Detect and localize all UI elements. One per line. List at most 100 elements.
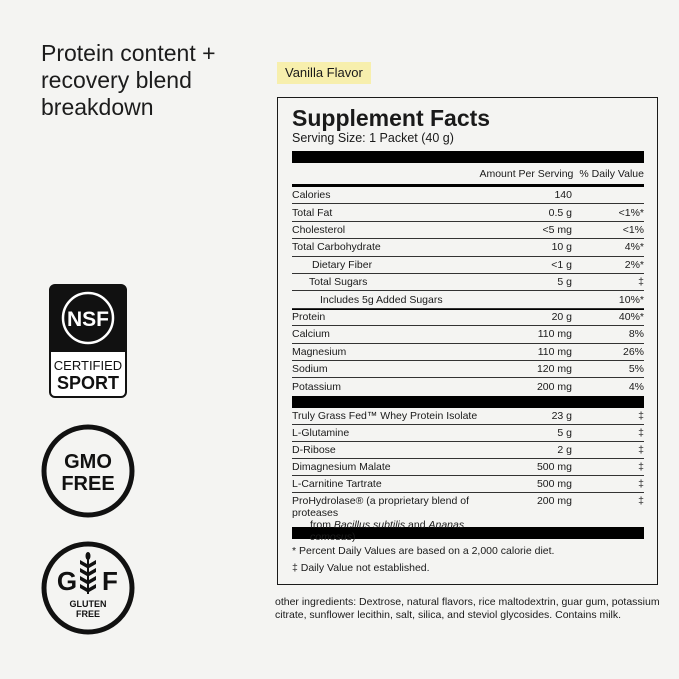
ingredient-name: Dimagnesium Malate [292,460,391,473]
ingredient-row: D-Ribose 2 g ‡ [292,442,644,459]
ingredient-row: ProHydrolase® (a proprietary blend of pr… [292,493,644,543]
nutrient-name: Calories [292,189,331,202]
ingredient-amount: 500 mg [536,460,572,473]
nutrient-dv: 5% [628,363,644,376]
gluten-free-badge: G F GLUTEN FREE [41,541,135,635]
nutrient-name: Total Fat [292,206,333,219]
nutrient-name: Magnesium [292,345,347,358]
source-species: Bacillus subtilis [333,518,406,531]
nsf-certified-sport-badge: NSF CERTIFIED SPORT [49,284,127,398]
nutrient-name: Total Carbohydrate [292,241,381,254]
gmo-text: GMO [64,451,112,473]
source-text: ) [352,530,356,543]
ingredient-row: L-Glutamine 5 g ‡ [292,425,644,442]
ingredient-name: ProHydrolase® (a proprietary blend of pr… [292,494,469,519]
ingredient-amount: 200 mg [536,494,572,507]
nutrient-amount: 5 g [557,276,572,289]
nutrient-row: Sodium 120 mg 5% [292,361,644,379]
nutrient-row: Cholesterol <5 mg <1% [292,222,644,240]
ingredient-amount: 23 g [551,409,572,422]
ingredient-name: Truly Grass Fed™ Whey Protein Isolate [292,409,478,422]
gluten-free-text: FREE [76,609,100,619]
dv-header: % Daily Value [579,167,644,180]
ingredient-dv: ‡ [638,494,644,507]
nutrient-row: Total Sugars 5 g ‡ [292,274,644,292]
nutrient-name: Sodium [292,363,328,376]
source-text: from [310,518,334,531]
nutrient-name: Protein [292,311,326,324]
ingredient-row: Truly Grass Fed™ Whey Protein Isolate 23 … [292,408,644,425]
gluten-g-text: G [57,566,77,596]
nutrient-amount: 200 mg [536,380,572,393]
gluten-text: GLUTEN [70,599,107,609]
nutrient-row: Includes 5g Added Sugars 10%* [292,291,644,309]
column-header: Amount Per Serving % Daily Value [292,163,644,187]
nutrient-dv: 8% [628,328,644,341]
nutrient-amount: 120 mg [536,363,572,376]
nutrient-dv: 4%* [624,241,644,254]
nutrient-amount: 0.5 g [548,206,572,219]
ingredient-amount: 500 mg [536,477,572,490]
wheat-icon [80,552,96,594]
nutrient-dv: 40%* [618,311,644,324]
nutrient-row: Dietary Fiber <1 g 2%* [292,257,644,274]
nutrient-row: Total Fat 0.5 g <1%* [292,204,644,222]
headline: Protein content + recovery blend breakdo… [41,40,216,120]
nutrient-name: Includes 5g Added Sugars [320,293,443,306]
nutrient-amount: 20 g [551,311,572,324]
ingredient-dv: ‡ [638,460,644,473]
nutrient-row: Protein 20 g 40%* [292,308,644,327]
nutrient-dv: 2%* [624,258,644,271]
supplement-facts-panel: Supplement Facts Serving Size: 1 Packet … [277,97,658,585]
divider-bar [292,151,644,163]
nutrient-amount: 110 mg [537,328,572,341]
gluten-f-text: F [102,566,118,596]
nsf-certified-text: CERTIFIED [54,358,122,373]
nutrient-row: Total Carbohydrate 10 g 4%* [292,239,644,257]
nutrient-name: Calcium [292,328,330,341]
nutrient-row: Potassium 200 mg 4% [292,378,644,395]
ingredient-dv: ‡ [638,443,644,456]
other-ingredients: other ingredients: Dextrose, natural fla… [275,596,660,621]
footnote-percent: * Percent Daily Values are based on a 2,… [292,544,555,557]
nutrient-row: Calories 140 [292,187,644,205]
ingredient-row: L-Carnitine Tartrate 500 mg ‡ [292,476,644,493]
nutrient-dv: ‡ [638,276,644,289]
nutrient-dv: 4% [628,380,644,393]
amount-header: Amount Per Serving [479,167,574,180]
divider-bar [292,395,644,408]
nutrient-name: Total Sugars [309,276,368,289]
serving-size: Serving Size: 1 Packet (40 g) [292,131,454,145]
nutrient-name: Cholesterol [292,223,346,236]
source-text: and [405,518,429,531]
nutrient-amount: 110 mg [537,345,572,358]
nutrient-name: Potassium [292,380,342,393]
nutrient-row: Magnesium 110 mg 26% [292,344,644,361]
nutrient-amount: 140 [554,189,572,202]
free-text: FREE [61,473,114,495]
ingredient-dv: ‡ [638,426,644,439]
source-species: Ananas comosus [310,518,465,543]
nutrient-dv: 26% [622,345,644,358]
nutrient-dv: <1% [622,223,644,236]
ingredient-source: from Bacillus subtilis and Ananas comosu… [292,519,482,543]
facts-title: Supplement Facts [292,105,491,131]
ingredient-amount: 5 g [557,426,572,439]
gmo-free-badge: GMO FREE [41,424,135,518]
ingredient-dv: ‡ [638,409,644,422]
footnote-dagger: ‡ Daily Value not established. [292,561,430,574]
nutrient-amount: <1 g [551,258,572,271]
nutrient-amount: 10 g [551,241,572,254]
ingredient-name: D-Ribose [292,443,336,456]
nsf-sport-text: SPORT [57,373,119,393]
nutrient-row: Calcium 110 mg 8% [292,326,644,344]
ingredient-row: Dimagnesium Malate 500 mg ‡ [292,459,644,476]
nutrient-amount: <5 mg [542,223,572,236]
nsf-logo-text: NSF [67,308,109,331]
ingredient-name: L-Glutamine [292,426,350,439]
nutrient-dv: <1%* [618,206,644,219]
divider-bar [292,526,644,539]
nutrient-dv: 10%* [618,293,644,306]
ingredient-amount: 2 g [557,443,572,456]
ingredient-name: L-Carnitine Tartrate [292,477,382,490]
